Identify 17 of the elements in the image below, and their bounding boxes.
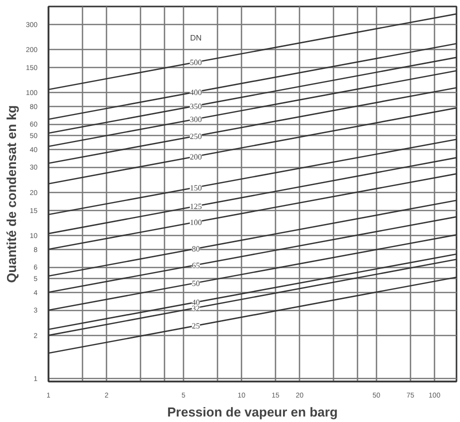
series-label: 25 (192, 322, 200, 331)
series-label: 200 (190, 152, 202, 162)
annotation: DN (190, 34, 202, 43)
series-label: 300 (190, 115, 202, 124)
series-label: 100 (190, 218, 202, 228)
series-label: 125 (190, 202, 202, 212)
series-label: 80 (192, 244, 200, 254)
series-label: 350 (190, 102, 202, 111)
x-axis-title: Pression de vapeur en barg (167, 404, 338, 420)
y-axis-title: Quantité de condensat en kg (4, 105, 19, 283)
series-label: 400 (190, 88, 202, 97)
series-label: 250 (190, 132, 202, 141)
series-label: 150 (190, 183, 202, 192)
series-label: 32 (192, 304, 200, 313)
series-label: 50 (192, 278, 200, 288)
series-label: 500 (190, 58, 202, 68)
series-label: 65 (192, 261, 200, 270)
